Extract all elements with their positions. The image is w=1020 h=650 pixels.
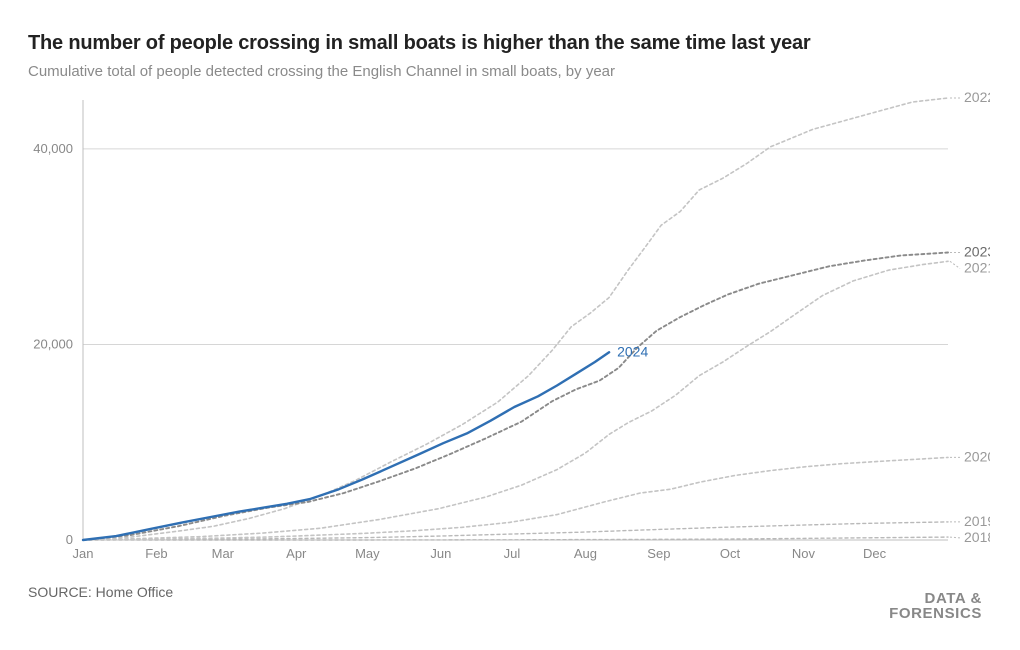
series-line-2020 [83, 457, 948, 540]
svg-text:Aug: Aug [574, 546, 597, 561]
series-label-2022: 2022 [964, 90, 990, 105]
chart-subtitle: Cumulative total of people detected cros… [28, 63, 990, 80]
svg-text:Apr: Apr [286, 546, 307, 561]
svg-text:Jan: Jan [73, 546, 94, 561]
series-label-2024: 2024 [617, 343, 648, 359]
svg-text:May: May [355, 546, 380, 561]
brand-line2: FORENSICS [889, 606, 982, 622]
svg-text:0: 0 [66, 532, 73, 547]
series-line-2023 [83, 253, 948, 541]
svg-text:Jul: Jul [504, 546, 521, 561]
chart-plot-area: 0 20,000 40,000 Jan Feb Mar Apr May Jun Jul Aug Sep… [28, 90, 990, 570]
chart-svg: 0 20,000 40,000 Jan Feb Mar Apr May Jun Jul Aug Sep… [28, 90, 990, 570]
svg-text:Dec: Dec [863, 546, 887, 561]
series-label-2018: 2018 [964, 529, 990, 545]
brand-logo: DATA & FORENSICS [889, 591, 982, 623]
svg-text:Nov: Nov [792, 546, 816, 561]
svg-text:20,000: 20,000 [33, 336, 73, 351]
series-line-2024 [83, 352, 609, 540]
source-text: SOURCE: Home Office [28, 584, 990, 600]
brand-line1: DATA & [889, 591, 982, 607]
series-label-2023: 2023 [964, 244, 990, 260]
series-label-2021: 2021 [964, 260, 990, 276]
svg-text:Mar: Mar [212, 546, 235, 561]
svg-text:Sep: Sep [647, 546, 670, 561]
series-label-2020: 2020 [964, 448, 990, 464]
series-line-2021 [83, 261, 948, 540]
svg-text:Oct: Oct [720, 546, 741, 561]
svg-text:40,000: 40,000 [33, 141, 73, 156]
chart-container: The number of people crossing in small b… [0, 0, 1020, 650]
svg-text:Jun: Jun [430, 546, 451, 561]
svg-text:Feb: Feb [145, 546, 167, 561]
series-line-2019 [83, 522, 948, 540]
chart-title: The number of people crossing in small b… [28, 32, 990, 55]
series-label-2019: 2019 [964, 513, 990, 529]
series-line-2022 [83, 98, 948, 540]
